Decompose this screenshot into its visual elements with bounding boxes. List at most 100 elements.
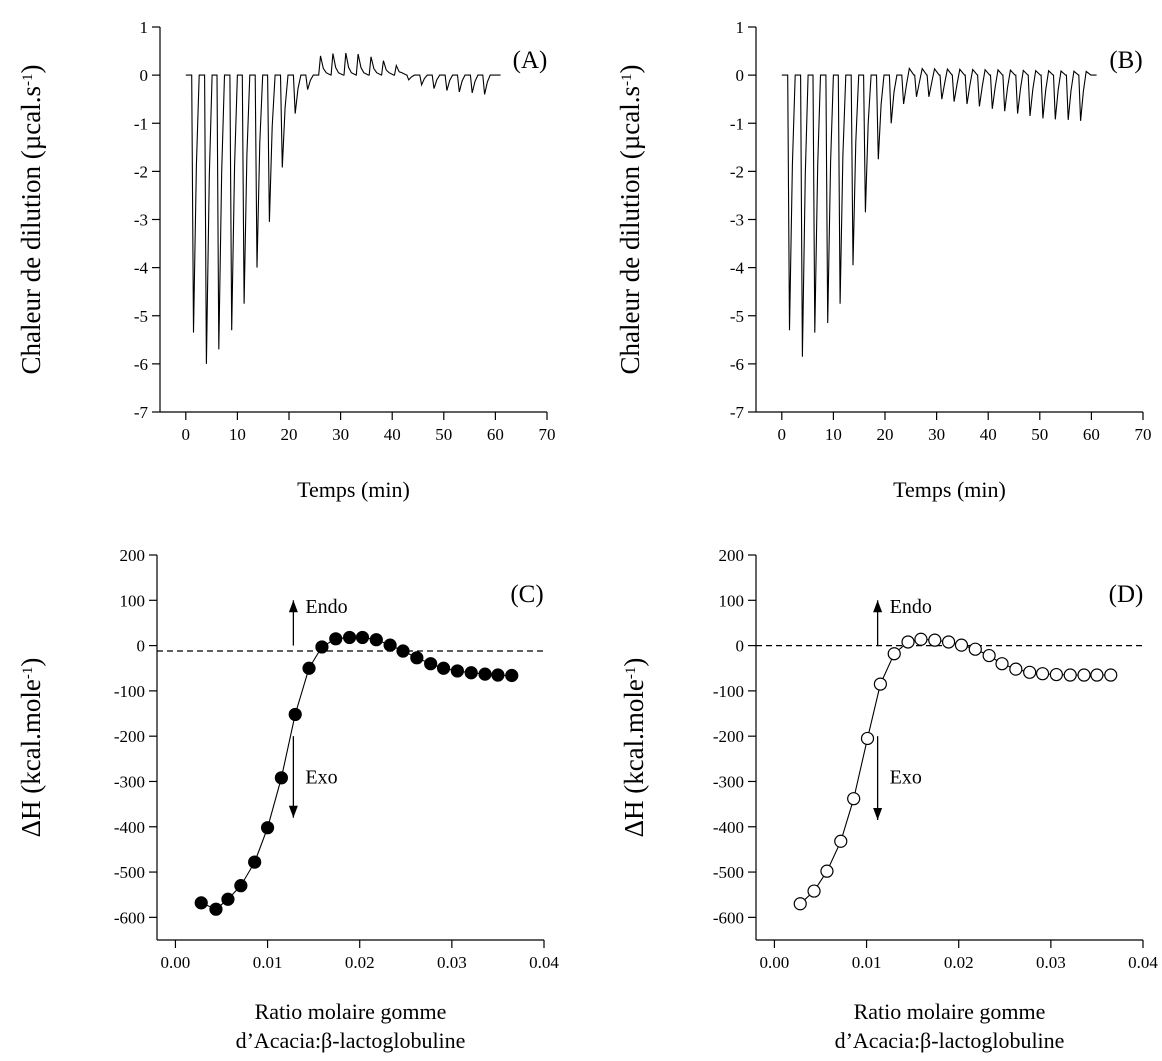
data-point xyxy=(793,897,807,911)
x-tick-label: 20 xyxy=(281,425,298,444)
data-point xyxy=(221,892,235,906)
data-point xyxy=(807,884,821,898)
x-axis-label-line1: Ratio molaire gomme xyxy=(854,999,1046,1024)
data-point xyxy=(410,651,424,665)
y-tick-label: -7 xyxy=(134,403,149,422)
y-tick-label: -1 xyxy=(730,114,744,133)
y-tick-label: 100 xyxy=(719,591,745,610)
y-tick-label: -600 xyxy=(114,908,145,927)
data-point xyxy=(329,632,343,646)
y-axis-label: Chaleur de dilution (µcal.s-1) xyxy=(615,65,645,375)
x-tick-label: 0.01 xyxy=(852,953,882,972)
data-point xyxy=(928,633,942,647)
y-tick-label: 200 xyxy=(719,546,745,565)
data-point xyxy=(424,657,438,671)
exo-label: Exo xyxy=(305,767,337,789)
y-tick-label: -1 xyxy=(134,114,148,133)
y-tick-label: -6 xyxy=(730,355,744,374)
y-tick-label: -2 xyxy=(730,162,744,181)
x-tick-label: 0 xyxy=(778,425,787,444)
panel-label: (D) xyxy=(1109,581,1144,608)
data-point xyxy=(1009,662,1023,676)
panel-d-chart: 200 100 0 -100 -200 -300 -400 -500 -600 0.00 0.01 0… xyxy=(619,546,1158,1053)
data-point xyxy=(383,638,397,652)
data-point xyxy=(436,661,451,675)
x-tick-label: 0.03 xyxy=(1036,953,1066,972)
x-tick-label: 0.02 xyxy=(944,953,974,972)
data-point xyxy=(860,731,875,746)
endo-arrow-head xyxy=(873,600,883,613)
data-point xyxy=(1063,668,1077,682)
endo-label: Endo xyxy=(890,596,932,618)
y-axis-label: ΔH (kcal.mole-1) xyxy=(619,658,649,838)
y-tick-label: -200 xyxy=(713,727,744,746)
exo-label: Exo xyxy=(890,767,922,789)
data-point xyxy=(369,633,383,647)
data-point xyxy=(1049,667,1063,682)
panel-b-chart: 10-1-2-3-4-5-6-70 10 20 30 40 50 60 70(B)Chaleu… xyxy=(615,18,1152,502)
x-axis-label-line2: d’Acacia:β-lactoglobuline xyxy=(236,1028,466,1053)
y-tick-label: 0 xyxy=(140,66,149,85)
data-point xyxy=(274,771,288,785)
data-point xyxy=(288,707,302,722)
thermogram-series-line xyxy=(781,66,1097,357)
data-point xyxy=(260,821,275,835)
y-tick-label: 100 xyxy=(120,591,146,610)
data-point xyxy=(1077,668,1091,682)
data-point xyxy=(1104,668,1118,682)
y-tick-label: -3 xyxy=(134,211,148,230)
y-tick-label: 200 xyxy=(120,546,146,565)
x-tick-label: 60 xyxy=(487,425,504,444)
data-point xyxy=(464,666,478,680)
y-axis-label: ΔH (kcal.mole-1) xyxy=(16,658,46,838)
x-tick-label: 0.03 xyxy=(437,953,467,972)
data-point xyxy=(450,664,464,678)
y-tick-label: -300 xyxy=(713,772,744,791)
data-point xyxy=(478,667,492,681)
data-point xyxy=(995,657,1009,671)
x-axis-label-line1: Ratio molaire gomme xyxy=(255,999,447,1024)
x-tick-label: 0 xyxy=(182,425,191,444)
data-point xyxy=(302,661,316,675)
y-tick-label: -400 xyxy=(114,818,145,837)
y-tick-label: -5 xyxy=(134,307,148,326)
y-tick-label: -2 xyxy=(134,162,148,181)
y-tick-label: -4 xyxy=(730,259,745,278)
data-point xyxy=(941,635,956,649)
y-tick-label: -500 xyxy=(114,863,145,882)
y-tick-label: -3 xyxy=(730,211,744,230)
y-tick-label: 0 xyxy=(736,637,745,656)
data-point xyxy=(1023,665,1037,679)
panel-label: (A) xyxy=(513,47,548,74)
data-point xyxy=(1090,668,1104,682)
data-point xyxy=(194,896,208,910)
x-tick-label: 0.00 xyxy=(161,953,191,972)
x-tick-label: 40 xyxy=(980,425,997,444)
x-tick-label: 0.02 xyxy=(345,953,375,972)
y-tick-label: -400 xyxy=(713,818,744,837)
y-tick-label: -5 xyxy=(730,307,744,326)
x-tick-label: 20 xyxy=(877,425,894,444)
x-tick-label: 0.00 xyxy=(760,953,790,972)
x-tick-label: 30 xyxy=(332,425,349,444)
data-point xyxy=(355,630,370,645)
x-tick-label: 0.04 xyxy=(1128,953,1158,972)
data-point xyxy=(396,644,410,658)
y-axis-label: Chaleur de dilution (µcal.s-1) xyxy=(16,65,46,375)
y-tick-label: 1 xyxy=(736,18,745,37)
data-point xyxy=(1035,667,1050,681)
x-tick-label: 40 xyxy=(384,425,401,444)
x-tick-label: 10 xyxy=(825,425,842,444)
panel-c-chart: 200 100 0 -100 -200 -300 -400 -500 -600 0.00 0.01 0… xyxy=(16,546,559,1053)
fit-curve xyxy=(799,638,1111,905)
y-tick-label: -600 xyxy=(713,908,744,927)
y-tick-label: -100 xyxy=(713,682,744,701)
x-tick-label: 60 xyxy=(1083,425,1100,444)
y-tick-label: -200 xyxy=(114,727,145,746)
data-point xyxy=(834,834,848,848)
x-tick-label: 0.04 xyxy=(529,953,559,972)
x-tick-label: 50 xyxy=(1031,425,1048,444)
data-point xyxy=(982,648,996,663)
data-point xyxy=(342,630,357,645)
data-point xyxy=(209,902,223,916)
